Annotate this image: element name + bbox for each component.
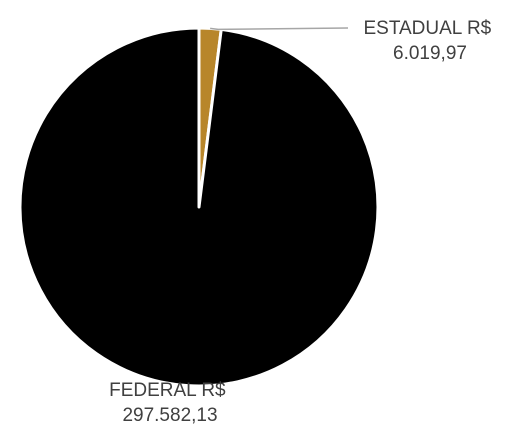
- estadual-category-label: ESTADUAL R$: [363, 18, 491, 39]
- federal-category-label: FEDERAL R$: [109, 380, 226, 401]
- leader-lines: [210, 27, 349, 31]
- pie-slices: [18, 26, 380, 388]
- federal-label: FEDERAL R$ 297.582,13: [109, 380, 231, 426]
- federal-value-label: 297.582,13: [122, 405, 217, 426]
- estadual-label: ESTADUAL R$ 6.019,97: [363, 18, 496, 64]
- pie-slice-federal: [18, 26, 380, 388]
- estadual-leader-line: [210, 27, 349, 31]
- estadual-value-label: 6.019,97: [393, 43, 467, 64]
